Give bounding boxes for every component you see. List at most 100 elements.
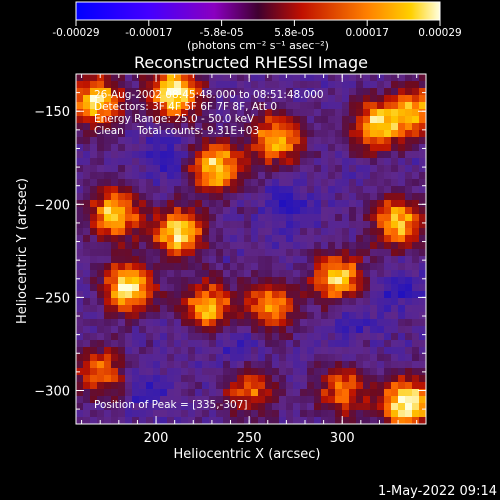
heatmap-cell <box>342 228 350 236</box>
heatmap-cell <box>405 235 413 243</box>
heatmap-cell <box>244 228 252 236</box>
heatmap-cell <box>111 263 119 271</box>
heatmap-cell <box>251 102 259 110</box>
heatmap-cell <box>251 165 259 173</box>
heatmap-cell <box>328 116 336 124</box>
heatmap-cell <box>356 214 364 222</box>
heatmap-cell <box>321 165 329 173</box>
heatmap-cell <box>174 340 182 348</box>
heatmap-cell <box>377 389 385 397</box>
heatmap-cell <box>244 298 252 306</box>
heatmap-cell <box>258 361 266 369</box>
heatmap-cell <box>223 291 231 299</box>
heatmap-cell <box>83 109 91 117</box>
heatmap-cell <box>104 158 112 166</box>
heatmap-cell <box>244 130 252 138</box>
heatmap-cell <box>405 228 413 236</box>
heatmap-cell <box>118 389 126 397</box>
heatmap-cell <box>307 375 315 383</box>
heatmap-cell <box>307 263 315 271</box>
heatmap-cell <box>335 200 343 208</box>
heatmap-cell <box>251 193 259 201</box>
heatmap-cell <box>90 88 98 96</box>
heatmap-cell <box>223 158 231 166</box>
heatmap-cell <box>237 291 245 299</box>
heatmap-cell <box>419 291 426 299</box>
heatmap-cell <box>216 249 224 257</box>
heatmap-cell <box>146 347 154 355</box>
heatmap-cell <box>188 403 196 411</box>
heatmap-cell <box>188 193 196 201</box>
heatmap-cell <box>76 172 84 180</box>
heatmap-cell <box>125 193 133 201</box>
heatmap-cell <box>314 256 322 264</box>
heatmap-cell <box>195 340 203 348</box>
heatmap-cell <box>314 291 322 299</box>
heatmap-cell <box>349 270 357 278</box>
heatmap-cell <box>83 172 91 180</box>
heatmap-cell <box>209 130 217 138</box>
heatmap-cell <box>146 417 154 424</box>
heatmap-cell <box>237 214 245 222</box>
heatmap-cell <box>398 305 406 313</box>
heatmap-cell <box>223 172 231 180</box>
heatmap-cell <box>377 151 385 159</box>
heatmap-cell <box>391 109 399 117</box>
heatmap-cell <box>363 389 371 397</box>
heatmap-cell <box>97 186 105 194</box>
heatmap-cell <box>160 95 168 103</box>
heatmap-cell <box>370 221 378 229</box>
heatmap-cell <box>195 165 203 173</box>
heatmap-cell <box>377 347 385 355</box>
heatmap-cell <box>230 130 238 138</box>
heatmap-cell <box>111 375 119 383</box>
heatmap-cell <box>356 270 364 278</box>
heatmap-cell <box>349 214 357 222</box>
heatmap-cell <box>216 172 224 180</box>
heatmap-cell <box>314 193 322 201</box>
heatmap-cell <box>314 74 322 82</box>
x-tick-label: 250 <box>237 431 262 446</box>
heatmap-cell <box>335 410 343 418</box>
heatmap-cell <box>118 228 126 236</box>
heatmap-cell <box>293 242 301 250</box>
heatmap-cell <box>139 368 147 376</box>
heatmap-cell <box>314 361 322 369</box>
heatmap-cell <box>279 368 287 376</box>
heatmap-cell <box>181 319 189 327</box>
heatmap-cell <box>174 298 182 306</box>
heatmap-cell <box>209 312 217 320</box>
heatmap-cell <box>216 165 224 173</box>
heatmap-cell <box>293 116 301 124</box>
heatmap-cell <box>356 95 364 103</box>
heatmap-cell <box>181 88 189 96</box>
heatmap-cell <box>391 389 399 397</box>
heatmap-cell <box>335 347 343 355</box>
heatmap-cell <box>265 144 273 152</box>
heatmap-cell <box>314 186 322 194</box>
heatmap-cell <box>139 410 147 418</box>
heatmap-cell <box>167 123 175 131</box>
heatmap-cell <box>405 326 413 334</box>
heatmap-cell <box>209 382 217 390</box>
heatmap-cell <box>216 95 224 103</box>
heatmap-cell <box>370 235 378 243</box>
heatmap-cell <box>97 298 105 306</box>
heatmap-cell <box>223 326 231 334</box>
heatmap-cell <box>209 396 217 404</box>
heatmap-cell <box>230 410 238 418</box>
heatmap-cell <box>174 242 182 250</box>
heatmap-cell <box>370 284 378 292</box>
heatmap-cell <box>412 249 420 257</box>
heatmap-cell <box>90 137 98 145</box>
heatmap-cell <box>188 375 196 383</box>
heatmap-cell <box>307 242 315 250</box>
heatmap-cell <box>76 95 84 103</box>
heatmap-cell <box>279 158 287 166</box>
heatmap-cell <box>258 137 266 145</box>
heatmap-cell <box>160 186 168 194</box>
heatmap-cell <box>118 382 126 390</box>
heatmap-cell <box>244 382 252 390</box>
heatmap-cell <box>132 382 140 390</box>
heatmap-cell <box>146 410 154 418</box>
